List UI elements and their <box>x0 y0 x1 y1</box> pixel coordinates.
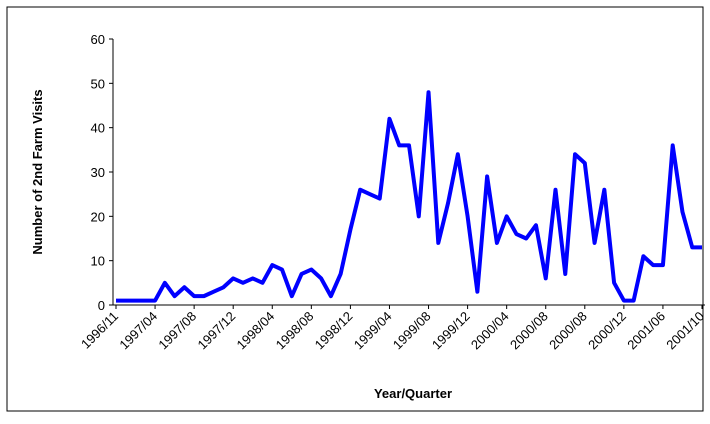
y-tick-label: 20 <box>91 209 105 224</box>
x-axis-label: Year/Quarter <box>374 386 452 401</box>
y-tick-label: 60 <box>91 32 105 47</box>
y-axis-label: Number of 2nd Farm Visits <box>30 89 45 254</box>
y-tick-label: 10 <box>91 254 105 269</box>
y-tick-label: 50 <box>91 76 105 91</box>
data-line <box>116 90 702 303</box>
y-tick-label: 0 <box>98 298 105 313</box>
y-tick-label: 30 <box>91 165 105 180</box>
y-tick-label: 40 <box>91 121 105 136</box>
